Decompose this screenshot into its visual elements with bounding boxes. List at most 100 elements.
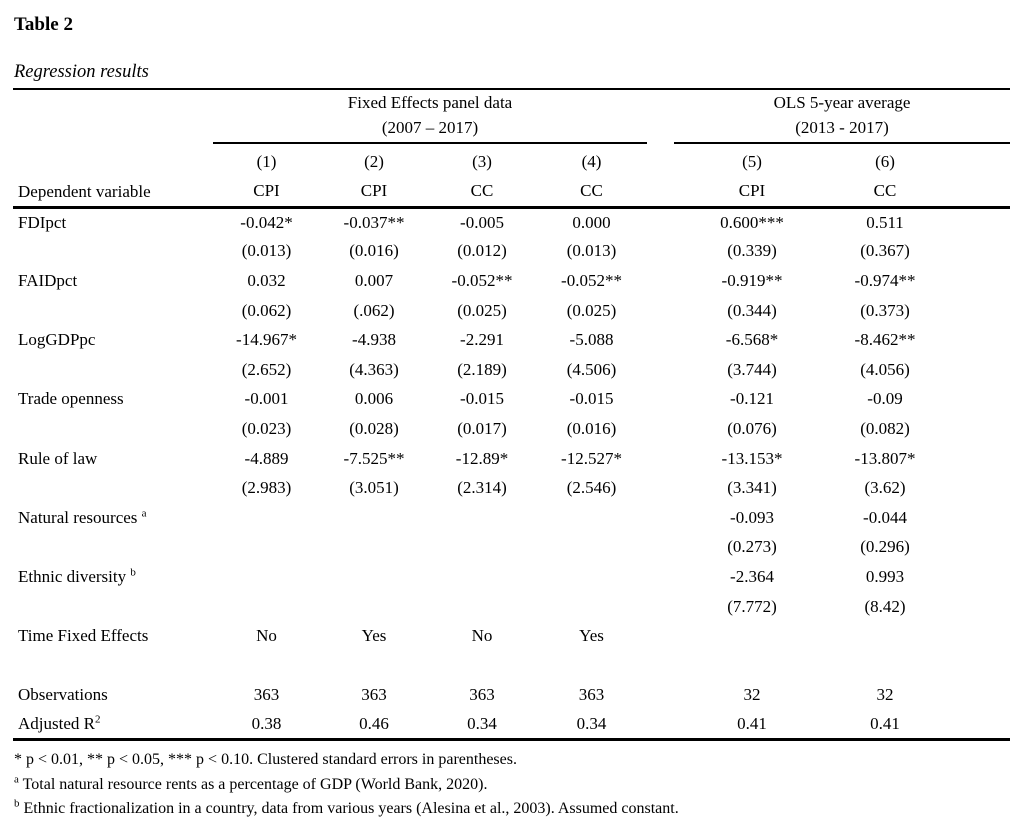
se-cell: (2.189) [457, 359, 507, 379]
value-cell: No [471, 626, 493, 646]
row-label [13, 355, 213, 385]
row-label: Adjusted R2 [13, 710, 213, 742]
footnote-b: b Ethnic fractionalization in a country,… [14, 797, 679, 818]
end-cell [940, 385, 1010, 415]
se-cell: (2.314) [457, 478, 507, 498]
coef-row-trade-openness: Trade openness -0.001 0.006 -0.015 -0.01… [13, 385, 1010, 415]
value-cell: 0.46 [320, 710, 428, 742]
coef-cell: -0.052** [451, 270, 513, 290]
se-cell: (0.017) [457, 418, 507, 438]
row-label: LogGDPpc [18, 330, 96, 350]
row-label [13, 651, 213, 681]
se-cell: (0.028) [349, 418, 399, 438]
gap-cell [647, 444, 674, 474]
group-ols-title: OLS 5-year average [773, 93, 911, 112]
value-cell: 363 [469, 685, 495, 705]
coef-cell [536, 562, 647, 592]
se-cell: (4.056) [860, 359, 910, 379]
se-cell [213, 592, 320, 622]
coef-cell [320, 562, 428, 592]
end-cell [940, 681, 1010, 711]
row-label: FDIpct [18, 212, 67, 232]
row-label [13, 296, 213, 326]
se-cell: (3.051) [349, 478, 399, 498]
coef-row-rule-of-law: Rule of law -4.889 -7.525** -12.89* -12.… [13, 444, 1010, 474]
value-cell: 0.41 [830, 710, 940, 742]
row-label: Time Fixed Effects [18, 626, 149, 646]
se-cell: (0.012) [457, 241, 507, 261]
coef-cell: 0.600*** [720, 212, 784, 232]
coef-cell [536, 503, 647, 533]
row-label: Natural resources a [18, 507, 147, 527]
coef-cell: 0.032 [247, 270, 286, 290]
coef-cell: -13.153* [721, 448, 783, 468]
se-cell: (2.546) [566, 478, 617, 498]
se-cell: (2.983) [241, 478, 292, 498]
value-cell: 0.34 [536, 710, 647, 742]
col-number-2: (2) [364, 152, 384, 171]
gap-cell [647, 325, 674, 355]
row-label [13, 473, 213, 503]
se-cell: (4.363) [349, 359, 399, 379]
gap-cell [647, 207, 674, 237]
footnote-significance: * p < 0.01, ** p < 0.05, *** p < 0.10. C… [14, 751, 517, 769]
coef-row-fdipct: FDIpct -0.042* -0.037** -0.005 0.000 0.6… [13, 207, 1010, 237]
table-footnotes: * p < 0.01, ** p < 0.05, *** p < 0.10. C… [14, 748, 1010, 819]
se-cell: (0.025) [566, 300, 617, 320]
coef-cell: 0.000 [572, 212, 611, 232]
se-cell: (0.062) [241, 300, 292, 320]
col-number-6: (6) [875, 152, 895, 171]
coef-cell: 0.511 [866, 212, 904, 232]
value-cell: 363 [253, 685, 280, 705]
coef-cell: -0.015 [569, 389, 614, 409]
se-cell: (0.296) [860, 537, 910, 557]
coef-cell: -0.974** [854, 270, 916, 290]
coef-cell: -6.568* [725, 330, 779, 350]
end-cell [940, 592, 1010, 622]
se-row-loggdppc: (2.652) (4.363) (2.189) (4.506) (3.744) … [13, 355, 1010, 385]
end-cell [940, 355, 1010, 385]
coef-cell [428, 503, 536, 533]
row-label: Trade openness [18, 389, 124, 409]
end-cell [940, 207, 1010, 237]
footnote-a: a Total natural resource rents as a perc… [14, 773, 488, 793]
se-cell [428, 533, 536, 563]
table-number-title: Table 2 [14, 14, 73, 35]
gap-cell [647, 562, 674, 592]
gap-cell [647, 592, 674, 622]
dependent-variable-label: Dependent variable [13, 144, 213, 209]
end-cell [940, 533, 1010, 563]
col-number-3: (3) [472, 152, 492, 171]
coef-row-natural-resources: Natural resources a -0.093 -0.044 [13, 503, 1010, 533]
value-cell: 32 [743, 685, 761, 705]
coef-cell: -0.037** [343, 212, 405, 232]
value-cell: 0.38 [213, 710, 320, 742]
coef-cell: -7.525** [343, 448, 405, 468]
gap-cell [647, 89, 674, 144]
coef-cell: -13.807* [854, 448, 916, 468]
gap-cell [647, 385, 674, 415]
se-cell [213, 533, 320, 563]
value-cell [830, 621, 940, 651]
row-adjusted-r2: Adjusted R2 0.38 0.46 0.34 0.34 0.41 0.4… [13, 710, 1010, 742]
end-cell [940, 296, 1010, 326]
coef-cell: -2.291 [460, 330, 504, 350]
se-row-ethnic-diversity: (7.772) (8.42) [13, 592, 1010, 622]
coef-cell: -0.093 [730, 507, 774, 527]
coef-cell [213, 562, 320, 592]
coef-cell: -0.044 [863, 507, 907, 527]
end-cell [940, 144, 1010, 176]
gap-cell [647, 296, 674, 326]
gap-cell [647, 144, 674, 176]
empty-cell [13, 89, 213, 144]
coef-cell: -12.527* [561, 448, 622, 468]
se-cell: (8.42) [864, 596, 906, 616]
gap-cell [647, 266, 674, 296]
se-row-trade-openness: (0.023) (0.028) (0.017) (0.016) (0.076) … [13, 414, 1010, 444]
coef-cell: 0.007 [354, 270, 394, 290]
se-cell: (0.373) [860, 300, 910, 320]
se-cell: (0.025) [457, 300, 507, 320]
coef-cell: -4.889 [244, 448, 289, 468]
row-label [13, 592, 213, 622]
end-cell [940, 473, 1010, 503]
